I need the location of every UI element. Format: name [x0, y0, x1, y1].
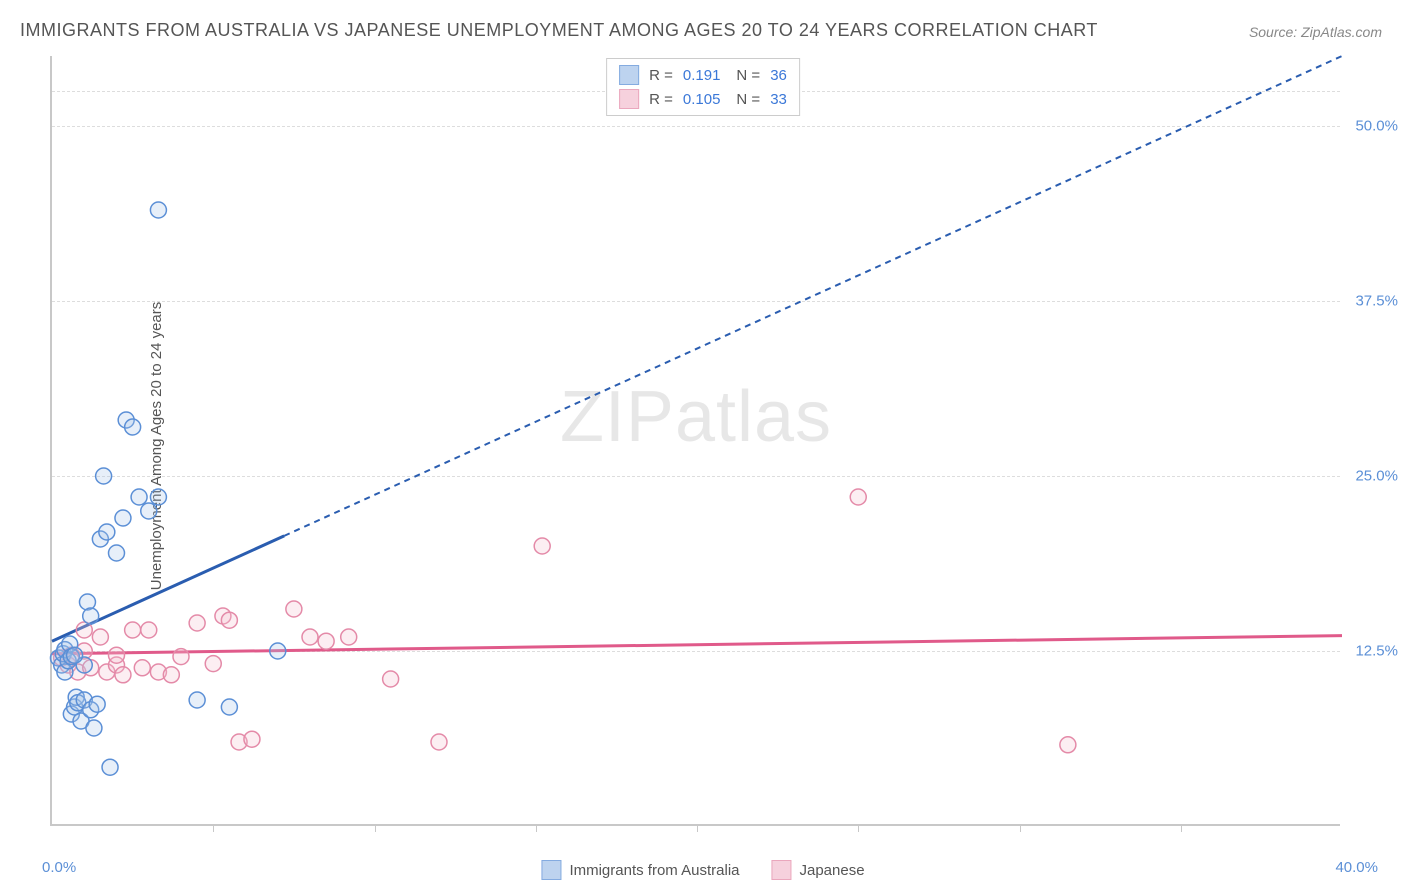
- y-tick-label: 25.0%: [1355, 468, 1398, 485]
- r-value: 0.105: [683, 91, 721, 108]
- correlation-legend: R = 0.191 N = 36 R = 0.105 N = 33: [606, 58, 800, 116]
- data-point: [431, 734, 447, 750]
- data-point: [205, 656, 221, 672]
- y-tick-label: 12.5%: [1355, 643, 1398, 660]
- data-point: [109, 647, 125, 663]
- r-label: R =: [649, 91, 673, 108]
- n-value: 33: [770, 91, 787, 108]
- data-point: [318, 633, 334, 649]
- data-point: [86, 720, 102, 736]
- data-point: [286, 601, 302, 617]
- legend-item: Immigrants from Australia: [541, 860, 739, 880]
- x-min-label: 0.0%: [42, 859, 76, 876]
- x-max-label: 40.0%: [1335, 859, 1378, 876]
- data-point: [850, 489, 866, 505]
- data-point: [383, 671, 399, 687]
- legend-swatch: [541, 860, 561, 880]
- y-tick-label: 37.5%: [1355, 293, 1398, 310]
- data-point: [67, 647, 83, 663]
- legend-swatch: [619, 89, 639, 109]
- data-point: [141, 622, 157, 638]
- trend-line-solid: [52, 636, 1342, 654]
- n-label: N =: [736, 91, 760, 108]
- data-point: [189, 615, 205, 631]
- data-point: [173, 649, 189, 665]
- legend-item: Japanese: [771, 860, 864, 880]
- chart-title: IMMIGRANTS FROM AUSTRALIA VS JAPANESE UN…: [20, 20, 1098, 41]
- y-tick-label: 50.0%: [1355, 118, 1398, 135]
- data-point: [115, 667, 131, 683]
- data-point: [270, 643, 286, 659]
- data-point: [221, 612, 237, 628]
- data-point: [109, 545, 125, 561]
- data-point: [92, 629, 108, 645]
- plot-area: ZIPatlas: [50, 56, 1340, 826]
- n-label: N =: [736, 67, 760, 84]
- data-point: [163, 667, 179, 683]
- data-point: [134, 660, 150, 676]
- trend-line-dashed: [284, 56, 1342, 536]
- legend-swatch: [771, 860, 791, 880]
- n-value: 36: [770, 67, 787, 84]
- source-attribution: Source: ZipAtlas.com: [1249, 24, 1382, 40]
- data-point: [534, 538, 550, 554]
- legend-label: Japanese: [799, 862, 864, 879]
- data-point: [83, 608, 99, 624]
- data-point: [99, 524, 115, 540]
- data-point: [141, 503, 157, 519]
- data-point: [1060, 737, 1076, 753]
- data-point: [102, 759, 118, 775]
- r-label: R =: [649, 67, 673, 84]
- data-point: [125, 622, 141, 638]
- legend-label: Immigrants from Australia: [569, 862, 739, 879]
- legend-swatch: [619, 65, 639, 85]
- data-point: [150, 489, 166, 505]
- data-point: [302, 629, 318, 645]
- scatter-chart: [52, 56, 1340, 824]
- data-point: [131, 489, 147, 505]
- data-point: [125, 419, 141, 435]
- data-point: [244, 731, 260, 747]
- data-point: [189, 692, 205, 708]
- data-point: [341, 629, 357, 645]
- legend-row: R = 0.105 N = 33: [619, 87, 787, 111]
- series-legend: Immigrants from Australia Japanese: [541, 860, 864, 880]
- data-point: [115, 510, 131, 526]
- data-point: [150, 202, 166, 218]
- r-value: 0.191: [683, 67, 721, 84]
- data-point: [221, 699, 237, 715]
- data-point: [96, 468, 112, 484]
- data-point: [89, 696, 105, 712]
- legend-row: R = 0.191 N = 36: [619, 63, 787, 87]
